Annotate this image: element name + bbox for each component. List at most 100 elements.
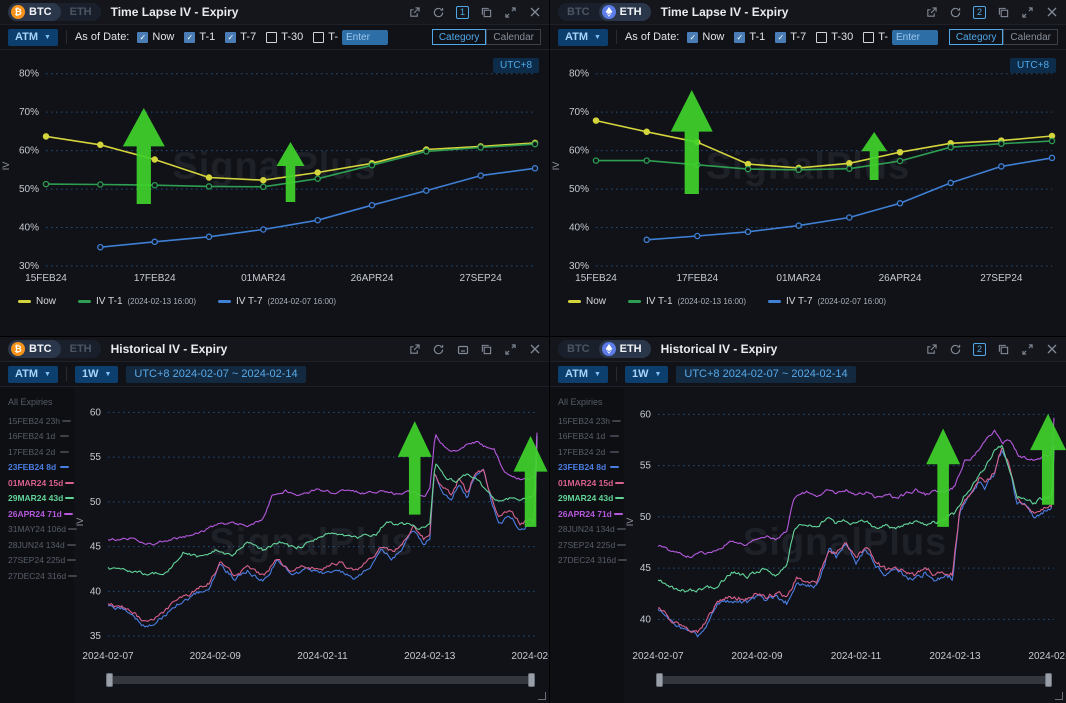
asof-checkbox-now[interactable]: ✓ Now xyxy=(137,31,174,43)
expiry-item[interactable]: 16FEB24 1d xyxy=(558,429,624,445)
slider-handle-right[interactable] xyxy=(528,673,535,687)
atm-dropdown[interactable]: ATM ▼ xyxy=(8,365,58,383)
calendar-view-button[interactable]: Calendar xyxy=(1003,29,1058,45)
external-link-icon[interactable] xyxy=(925,343,938,356)
coin-toggle[interactable]: BTC ETH xyxy=(558,340,651,358)
external-link-icon[interactable] xyxy=(408,343,421,356)
asof-checkbox-t-1[interactable]: ✓ T-1 xyxy=(734,31,765,43)
slider-handle-left[interactable] xyxy=(106,673,113,687)
slider-handle-right[interactable] xyxy=(1045,673,1052,687)
asof-checkbox-t-30[interactable]: T-30 xyxy=(266,31,303,43)
duplicate-icon[interactable] xyxy=(997,343,1010,356)
legend-item[interactable]: IV T-1 (2024-02-13 16:00) xyxy=(628,296,746,307)
resize-handle[interactable] xyxy=(1055,692,1063,700)
expiry-item[interactable]: 29MAR24 43d xyxy=(558,491,625,507)
coin-eth[interactable]: ETH xyxy=(598,3,651,21)
period-dropdown[interactable]: 1W ▼ xyxy=(624,365,669,383)
slider-handle-left[interactable] xyxy=(656,673,663,687)
external-link-icon[interactable] xyxy=(408,6,421,19)
expand-icon[interactable] xyxy=(504,6,517,19)
expiry-item[interactable]: 23FEB24 8d xyxy=(8,460,74,476)
expiry-item[interactable]: 17FEB24 2d xyxy=(558,444,624,460)
expiry-list-header[interactable]: All Expiries xyxy=(558,397,603,407)
expiry-item[interactable]: 27SEP24 225d xyxy=(8,553,77,569)
expiry-item[interactable]: 15FEB24 23h xyxy=(8,413,74,429)
asof-checkbox-t-[interactable]: T- xyxy=(313,31,338,43)
calendar-view-button[interactable]: Calendar xyxy=(486,29,541,45)
expiry-item[interactable]: 26APR24 71d xyxy=(558,506,624,522)
external-link-icon[interactable] xyxy=(925,6,938,19)
asof-checkbox-t-7[interactable]: ✓ T-7 xyxy=(225,31,256,43)
expiry-item[interactable]: 01MAR24 15d xyxy=(8,475,75,491)
asof-checkbox-now[interactable]: ✓ Now xyxy=(687,31,724,43)
checkbox-checked-icon[interactable]: ✓ xyxy=(687,31,699,43)
custom-date-input[interactable] xyxy=(892,29,938,45)
checkbox-unchecked-icon[interactable] xyxy=(816,31,828,43)
expand-icon[interactable] xyxy=(1021,343,1034,356)
coin-toggle[interactable]: ₿ BTC ETH xyxy=(8,3,101,21)
checkbox-checked-icon[interactable]: ✓ xyxy=(225,31,237,43)
coin-btc[interactable]: BTC xyxy=(567,6,590,18)
coin-toggle[interactable]: BTC ETH xyxy=(558,3,651,21)
legend-item[interactable]: IV T-7 (2024-02-07 16:00) xyxy=(218,296,336,307)
refresh-icon[interactable] xyxy=(949,6,962,19)
expiry-item[interactable]: 16FEB24 1d xyxy=(8,429,74,445)
close-icon[interactable] xyxy=(528,6,541,19)
legend-item[interactable]: IV T-7 (2024-02-07 16:00) xyxy=(768,296,886,307)
asof-checkbox-t-1[interactable]: ✓ T-1 xyxy=(184,31,215,43)
expand-icon[interactable] xyxy=(504,343,517,356)
expiry-item[interactable]: 17FEB24 2d xyxy=(8,444,74,460)
duplicate-icon[interactable] xyxy=(480,6,493,19)
checkbox-unchecked-icon[interactable] xyxy=(863,31,875,43)
expiry-item[interactable]: 31MAY24 106d xyxy=(8,522,77,538)
checkbox-checked-icon[interactable]: ✓ xyxy=(137,31,149,43)
refresh-icon[interactable] xyxy=(432,6,445,19)
checkbox-unchecked-icon[interactable] xyxy=(313,31,325,43)
asof-checkbox-t-[interactable]: T- xyxy=(863,31,888,43)
link-group-badge[interactable]: 2 xyxy=(973,5,986,19)
period-dropdown[interactable]: 1W ▼ xyxy=(74,365,119,383)
atm-dropdown[interactable]: ATM ▼ xyxy=(8,28,58,46)
folder-icon[interactable] xyxy=(456,343,469,356)
expiry-item[interactable]: 28JUN24 134d xyxy=(8,537,76,553)
category-view-button[interactable]: Category xyxy=(431,29,487,45)
expiry-item[interactable]: 27DEC24 316d xyxy=(558,553,628,569)
expiry-item[interactable]: 26APR24 71d xyxy=(8,506,74,522)
expiry-item[interactable]: 01MAR24 15d xyxy=(558,475,625,491)
coin-btc[interactable]: ₿ BTC xyxy=(8,3,61,21)
coin-btc[interactable]: BTC xyxy=(567,343,590,355)
coin-eth[interactable]: ETH xyxy=(598,340,651,358)
expiry-item[interactable]: 28JUN24 134d xyxy=(558,522,626,538)
legend-item[interactable]: Now xyxy=(18,296,56,307)
link-group-badge[interactable]: 1 xyxy=(456,5,469,19)
expiry-item[interactable]: 27SEP24 225d xyxy=(558,537,627,553)
expiry-list-header[interactable]: All Expiries xyxy=(8,397,53,407)
expand-icon[interactable] xyxy=(1021,6,1034,19)
close-icon[interactable] xyxy=(528,343,541,356)
coin-toggle[interactable]: ₿ BTC ETH xyxy=(8,340,101,358)
resize-handle[interactable] xyxy=(538,692,546,700)
legend-item[interactable]: IV T-1 (2024-02-13 16:00) xyxy=(78,296,196,307)
expiry-item[interactable]: 29MAR24 43d xyxy=(8,491,75,507)
duplicate-icon[interactable] xyxy=(480,343,493,356)
custom-date-input[interactable] xyxy=(342,29,388,45)
refresh-icon[interactable] xyxy=(949,343,962,356)
coin-eth[interactable]: ETH xyxy=(69,6,92,18)
coin-btc[interactable]: ₿ BTC xyxy=(8,340,61,358)
expiry-item[interactable]: 15FEB24 23h xyxy=(558,413,624,429)
expiry-item[interactable]: 27DEC24 316d xyxy=(8,568,78,584)
expiry-item[interactable]: 23FEB24 8d xyxy=(558,460,624,476)
atm-dropdown[interactable]: ATM ▼ xyxy=(558,365,608,383)
close-icon[interactable] xyxy=(1045,6,1058,19)
checkbox-checked-icon[interactable]: ✓ xyxy=(775,31,787,43)
legend-item[interactable]: Now xyxy=(568,296,606,307)
time-range-slider[interactable] xyxy=(106,673,535,687)
checkbox-checked-icon[interactable]: ✓ xyxy=(734,31,746,43)
asof-checkbox-t-7[interactable]: ✓ T-7 xyxy=(775,31,806,43)
atm-dropdown[interactable]: ATM ▼ xyxy=(558,28,608,46)
link-group-badge[interactable]: 2 xyxy=(973,342,986,356)
checkbox-checked-icon[interactable]: ✓ xyxy=(184,31,196,43)
category-view-button[interactable]: Category xyxy=(948,29,1004,45)
time-range-slider[interactable] xyxy=(656,673,1052,687)
duplicate-icon[interactable] xyxy=(997,6,1010,19)
